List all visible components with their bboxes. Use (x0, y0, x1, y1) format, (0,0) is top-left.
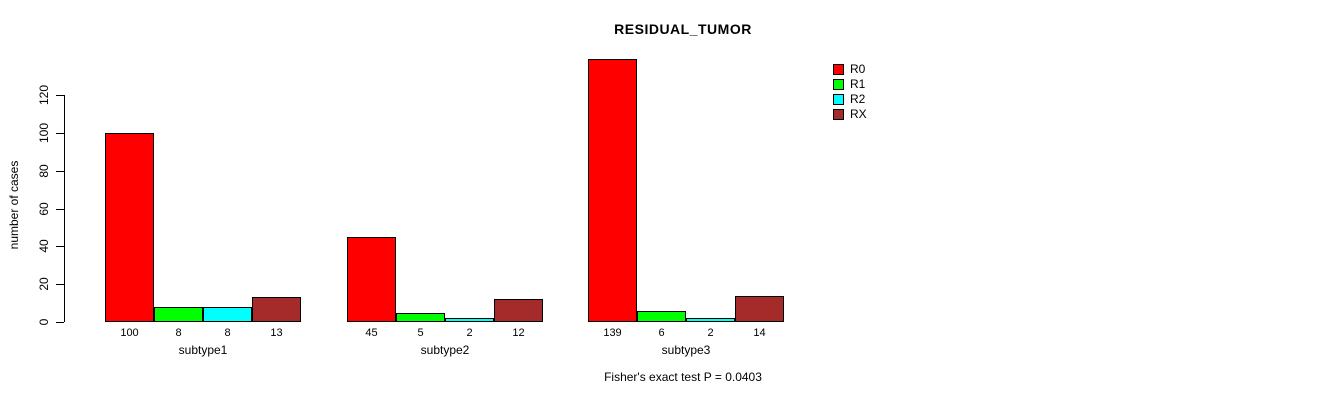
legend-label: R2 (850, 92, 866, 106)
y-tick-mark (56, 284, 64, 285)
legend-item-r1: R1 (833, 77, 867, 92)
y-tick-label: 80 (37, 164, 51, 178)
bar-r0-subtype3 (588, 59, 637, 322)
y-tick-label: 0 (37, 318, 51, 326)
legend-item-rx: RX (833, 107, 867, 122)
legend-label: R0 (850, 62, 866, 76)
legend-swatch-r2 (833, 94, 844, 105)
y-tick-label: 40 (37, 239, 51, 253)
y-tick-mark (56, 133, 64, 134)
y-tick-label: 60 (37, 202, 51, 216)
x-category-label: subtype1 (178, 343, 228, 357)
bar-rx-subtype2 (494, 299, 543, 322)
legend-swatch-rx (833, 109, 844, 120)
bar-value-label: 45 (365, 327, 378, 339)
bar-r1-subtype1 (154, 307, 203, 322)
bar-value-label: 8 (224, 327, 231, 339)
y-tick-mark (56, 209, 64, 210)
chart-title: RESIDUAL_TUMOR (614, 21, 752, 37)
y-tick-mark (56, 171, 64, 172)
bar-value-label: 13 (270, 327, 283, 339)
bar-value-label: 5 (417, 327, 424, 339)
statistical-test-note: Fisher's exact test P = 0.0403 (604, 370, 762, 384)
x-category-label: subtype2 (420, 343, 470, 357)
bar-value-label: 2 (466, 327, 473, 339)
bar-value-label: 12 (512, 327, 525, 339)
bar-rx-subtype1 (252, 297, 301, 322)
y-axis-line (64, 95, 65, 322)
bar-r1-subtype3 (637, 311, 686, 322)
bar-r0-subtype1 (105, 133, 154, 322)
y-tick-mark (56, 95, 64, 96)
bar-value-label: 100 (120, 327, 139, 339)
legend-swatch-r1 (833, 79, 844, 90)
legend: R0 R1 R2 RX (833, 62, 867, 122)
x-category-label: subtype3 (661, 343, 711, 357)
bar-r2-subtype3 (686, 318, 735, 322)
y-axis-label: number of cases (7, 160, 21, 250)
legend-swatch-r0 (833, 64, 844, 75)
bar-value-label: 6 (658, 327, 665, 339)
bar-r2-subtype2 (445, 318, 494, 322)
bar-value-label: 139 (603, 327, 622, 339)
legend-item-r2: R2 (833, 92, 867, 107)
legend-item-r0: R0 (833, 62, 867, 77)
bar-r0-subtype2 (347, 237, 396, 322)
legend-label: R1 (850, 77, 866, 91)
legend-label: RX (850, 107, 867, 121)
y-tick-label: 20 (37, 277, 51, 291)
bar-value-label: 2 (707, 327, 714, 339)
y-tick-mark (56, 322, 64, 323)
y-tick-label: 100 (37, 122, 51, 144)
y-tick-label: 120 (37, 84, 51, 106)
bar-rx-subtype3 (735, 296, 784, 322)
bar-value-label: 14 (753, 327, 766, 339)
bar-r2-subtype1 (203, 307, 252, 322)
bar-value-label: 8 (175, 327, 182, 339)
y-tick-mark (56, 246, 64, 247)
bar-r1-subtype2 (396, 313, 445, 322)
